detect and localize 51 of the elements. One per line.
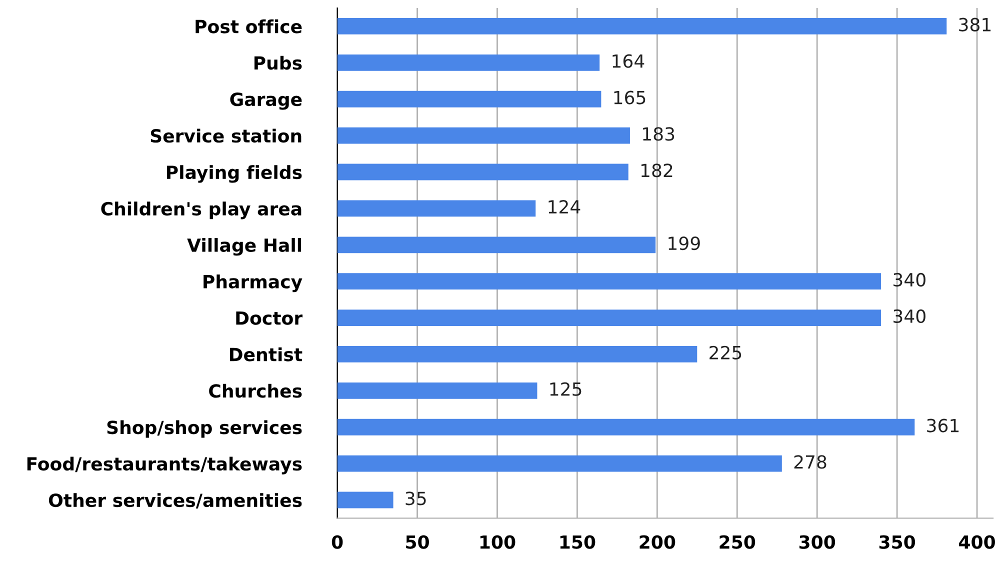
data-label: 381 xyxy=(959,18,991,32)
data-label: 124 xyxy=(548,200,580,214)
bar xyxy=(337,382,538,399)
x-tick-label: 0 xyxy=(332,535,343,549)
y-tick-label: Playing fields xyxy=(167,165,302,183)
data-label: 183 xyxy=(643,127,674,141)
bar xyxy=(337,273,882,290)
y-tick-label: Other services/amenities xyxy=(48,493,302,509)
y-tick-label: Food/restaurants/takeways xyxy=(27,456,302,474)
x-tick-label: 250 xyxy=(720,535,756,549)
x-tick-label: 400 xyxy=(958,535,995,549)
bar xyxy=(337,54,600,71)
data-label: 165 xyxy=(614,90,646,104)
data-label: 125 xyxy=(550,382,582,396)
x-tick-label: 50 xyxy=(406,535,429,549)
y-tick-label: Pubs xyxy=(254,56,302,70)
x-tick-label: 100 xyxy=(480,535,516,549)
bar xyxy=(337,346,698,362)
bar xyxy=(337,310,882,326)
x-tick-label: 300 xyxy=(799,535,836,549)
data-label: 35 xyxy=(406,492,426,506)
data-label: 199 xyxy=(668,236,700,250)
x-tick-label: 150 xyxy=(560,535,596,549)
y-tick-label: Post office xyxy=(196,19,302,34)
data-label: 340 xyxy=(894,272,926,287)
y-tick-label: Service station xyxy=(150,128,302,143)
y-tick-label: Doctor xyxy=(236,311,303,325)
data-label: 182 xyxy=(641,164,672,178)
x-tick-label: 350 xyxy=(879,535,916,549)
data-label: 225 xyxy=(710,346,742,360)
bar xyxy=(337,200,536,217)
bar xyxy=(337,492,394,508)
bar xyxy=(337,18,947,34)
y-tick-label: Churches xyxy=(209,384,302,398)
bar xyxy=(337,90,602,108)
bar xyxy=(337,455,782,472)
y-tick-label: Pharmacy xyxy=(204,274,302,292)
x-tick-label: 200 xyxy=(640,535,676,549)
bar xyxy=(337,127,630,144)
y-tick-label: Village Hall xyxy=(187,238,302,256)
data-label: 340 xyxy=(894,309,926,324)
bar xyxy=(337,236,656,254)
bar xyxy=(337,418,915,436)
data-label: 361 xyxy=(927,418,959,432)
data-label: 164 xyxy=(612,54,644,68)
y-tick-label: Children's play area xyxy=(101,202,302,220)
y-tick-label: Shop/shop services xyxy=(107,420,302,438)
bar xyxy=(337,164,628,180)
y-tick-label: Dentist xyxy=(230,347,302,362)
data-label: 278 xyxy=(794,455,826,469)
y-tick-label: Garage xyxy=(230,92,302,110)
